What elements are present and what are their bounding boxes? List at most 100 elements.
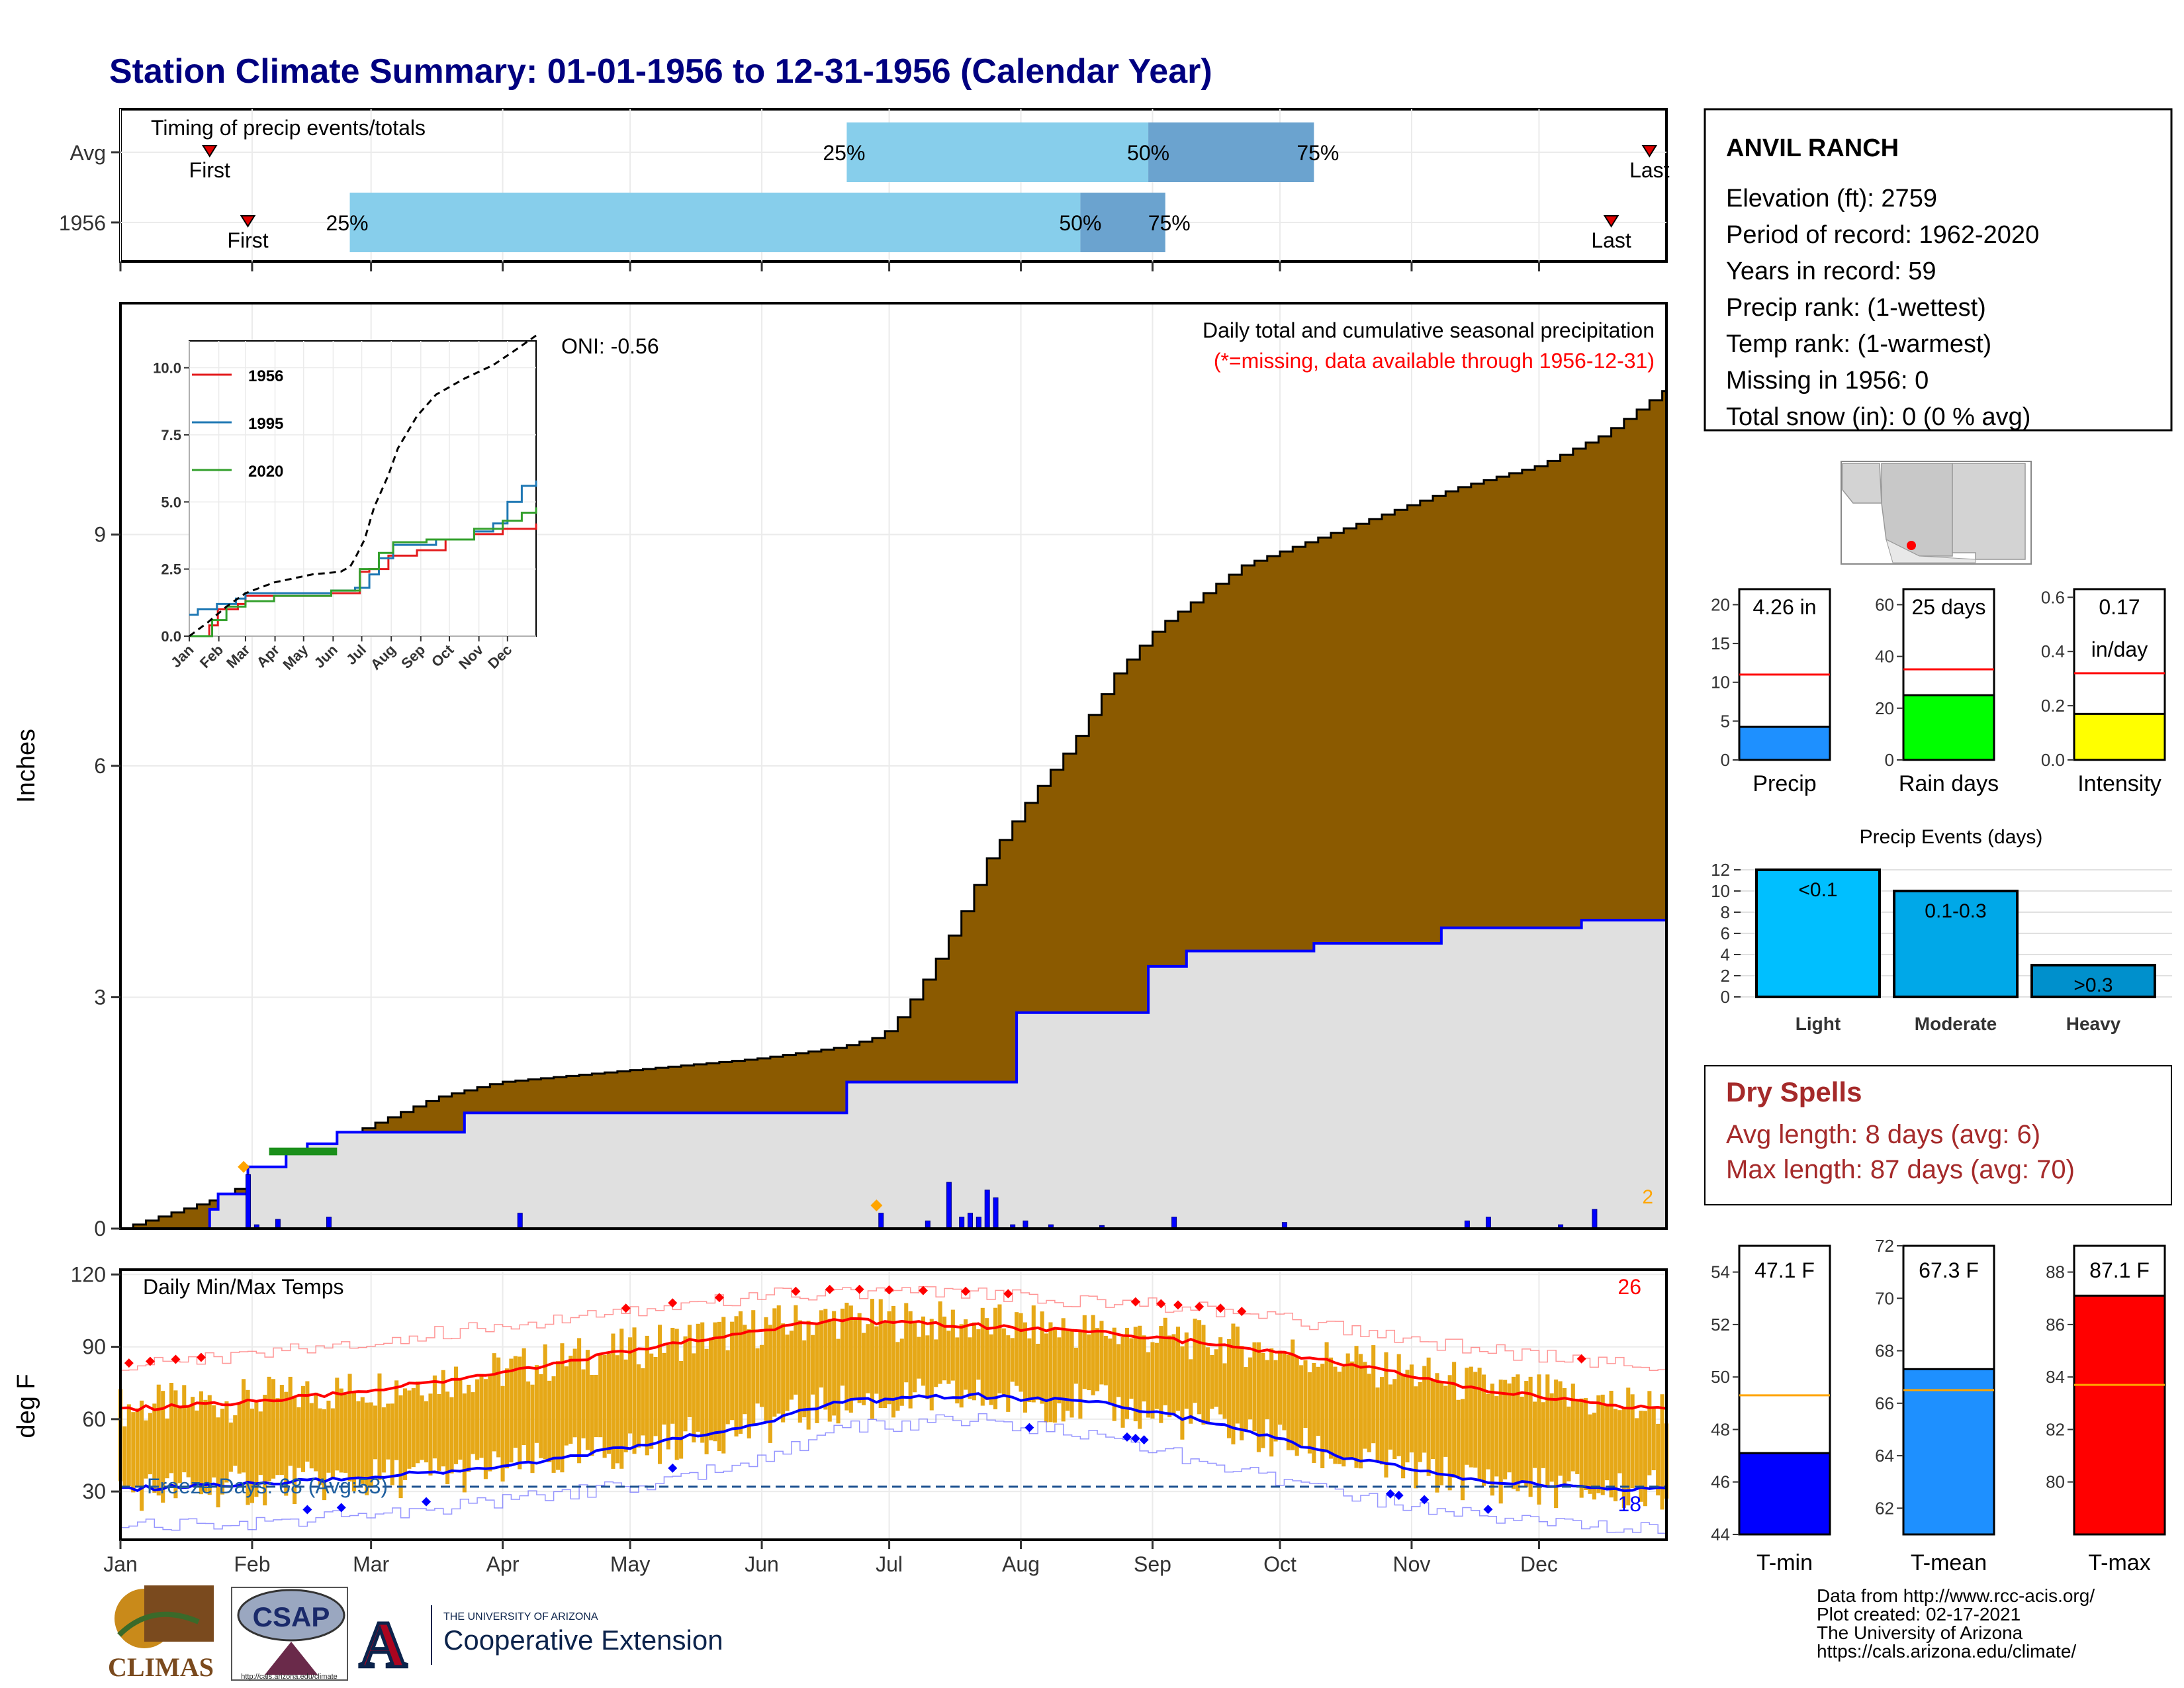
mini-temp-value: 67.3 F xyxy=(1919,1258,1979,1282)
timing-last-marker xyxy=(1603,215,1619,228)
mini-temp-value: 87.1 F xyxy=(2089,1258,2150,1282)
daily-temp-bar xyxy=(781,1323,786,1423)
daily-temp-bar xyxy=(161,1391,165,1503)
mini-precip-y-tick-label: 0.0 xyxy=(2041,750,2065,770)
dry-spells-title: Dry Spells xyxy=(1726,1076,1862,1107)
month-tick-label: May xyxy=(610,1552,650,1576)
daily-temp-bar xyxy=(985,1318,989,1400)
daily-temp-bar xyxy=(997,1304,1002,1393)
timing-label-25: 25% xyxy=(326,211,369,235)
events-bar-label: <0.1 xyxy=(1798,879,1837,901)
daily-temp-bar xyxy=(755,1348,760,1404)
daily-temp-bar xyxy=(1031,1305,1036,1403)
daily-temp-bar xyxy=(309,1403,314,1469)
station-precip-rank: Precip rank: (1-wettest) xyxy=(1726,294,1986,322)
daily-temp-bar xyxy=(657,1325,662,1464)
daily-temp-bar xyxy=(1465,1368,1469,1465)
daily-temp-bar xyxy=(369,1402,373,1488)
daily-temp-bar xyxy=(1596,1395,1601,1493)
mini-precip-y-tick-label: 0 xyxy=(1885,750,1894,770)
daily-temp-bar xyxy=(373,1405,378,1460)
daily-temp-bar xyxy=(1354,1346,1359,1468)
daily-temp-bar xyxy=(721,1317,726,1454)
events-y-tick-label: 12 xyxy=(1711,860,1730,880)
mini-temp-charts: 44 46 48 50 52 54 47.1 F T-min 62 64 66 68 70 72 67.3 … xyxy=(1711,1236,2166,1575)
daily-temp-bar xyxy=(1460,1399,1465,1501)
daily-temp-bar xyxy=(1015,1312,1019,1386)
daily-temp-bar xyxy=(504,1368,510,1469)
daily-temp-bar xyxy=(913,1323,917,1393)
record-low-marker xyxy=(668,1463,678,1473)
daily-temp-bar xyxy=(1375,1387,1380,1462)
record-low-marker xyxy=(1420,1495,1430,1505)
record-high-marker xyxy=(714,1293,724,1303)
precip-events-title: Precip Events (days) xyxy=(1860,826,2043,848)
excess-band xyxy=(269,1147,338,1156)
station-location-marker xyxy=(1907,541,1916,550)
daily-temp-bar xyxy=(1197,1320,1202,1415)
daily-temp-bar xyxy=(131,1412,136,1493)
station-name: ANVIL RANCH xyxy=(1726,134,1899,162)
record-high-marker xyxy=(668,1298,678,1308)
daily-temp-bar xyxy=(972,1322,976,1401)
daily-temp-bar xyxy=(1163,1317,1167,1405)
ua-small-text: THE UNIVERSITY OF ARIZONA xyxy=(443,1611,598,1622)
daily-temp-bar xyxy=(330,1408,335,1479)
daily-temp-bar xyxy=(300,1385,305,1472)
daily-temp-bar xyxy=(619,1329,624,1469)
daily-temp-bar xyxy=(968,1337,972,1399)
station-info: ANVIL RANCH Elevation (ft): 2759 Period … xyxy=(1704,108,2173,432)
daily-temp-bar xyxy=(1006,1335,1011,1412)
daily-temp-bar xyxy=(819,1310,823,1388)
daily-temp-bar xyxy=(1273,1360,1278,1442)
daily-temp-bar xyxy=(1477,1368,1482,1479)
daily-temp-bar xyxy=(921,1316,925,1386)
daily-temp-bar xyxy=(462,1393,467,1493)
timing-last-label: Last xyxy=(1629,158,1670,182)
timing-bar-q25-q50 xyxy=(349,193,1081,252)
mini-precip-y-tick-label: 0.6 xyxy=(2041,587,2065,607)
mini-precip-category: Intensity xyxy=(2077,771,2161,796)
daily-temp-bar xyxy=(717,1321,721,1452)
daily-temp-bar xyxy=(543,1344,547,1460)
daily-temp-bar xyxy=(1099,1321,1104,1385)
daily-temp-bar xyxy=(1422,1366,1427,1453)
dry-spells-box: Dry Spells Avg length: 8 days (avg: 6) M… xyxy=(1704,1065,2172,1205)
daily-temp-bar xyxy=(704,1348,709,1454)
oni-label: ONI: -0.56 xyxy=(561,334,659,358)
daily-temp-bar xyxy=(645,1335,649,1456)
daily-temp-bar xyxy=(989,1334,993,1405)
daily-temp-bar xyxy=(946,1331,951,1384)
month-tick-label: Jun xyxy=(745,1552,779,1576)
temp-panel: 30 60 90 120 Jan Feb Mar Apr May Jun Jul Aug Sep Oct… xyxy=(13,1262,1669,1576)
daily-temp-bar xyxy=(254,1402,259,1497)
climas-logo: CLIMAS xyxy=(108,1585,214,1682)
daily-temp-bar xyxy=(942,1316,947,1381)
daily-temp-bar xyxy=(1363,1362,1367,1449)
daily-temp-bar xyxy=(1592,1413,1596,1500)
daily-temp-bar xyxy=(615,1355,619,1464)
daily-temp-bar xyxy=(908,1311,913,1409)
daily-temp-bar xyxy=(246,1389,250,1505)
daily-temp-bar xyxy=(1269,1348,1274,1457)
daily-temp-bar xyxy=(555,1361,561,1470)
daily-temp-bar xyxy=(513,1356,518,1448)
daily-temp-bar xyxy=(1528,1376,1533,1497)
month-tick-label: Feb xyxy=(234,1552,270,1576)
mini-precip-y-tick-label: 0.2 xyxy=(2041,696,2065,716)
mini-precip-y-tick-label: 20 xyxy=(1711,594,1730,614)
record-high-marker xyxy=(918,1286,928,1295)
daily-temp-bar xyxy=(1040,1311,1044,1404)
record-high-marker xyxy=(171,1354,181,1364)
timing-first-label: First xyxy=(189,158,230,182)
daily-temp-bar xyxy=(356,1401,361,1477)
daily-temp-bar xyxy=(976,1329,981,1380)
temp-y-tick-label: 60 xyxy=(82,1407,106,1431)
mini-temp-y-tick-label: 52 xyxy=(1711,1315,1730,1335)
daily-temp-bar xyxy=(1116,1344,1121,1397)
record-low-marker xyxy=(1130,1434,1140,1443)
daily-temp-bar xyxy=(424,1401,429,1463)
precip-y-ticks: 0 3 6 9 xyxy=(94,523,120,1241)
mini-precip-y-tick-label: 0 xyxy=(1721,750,1730,770)
daily-temp-bar xyxy=(730,1321,735,1421)
